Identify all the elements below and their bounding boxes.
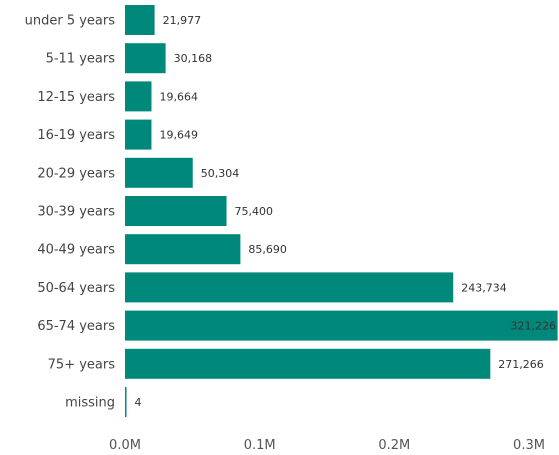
category-label-65-74-years: 65-74 years bbox=[37, 319, 115, 334]
category-label-missing: missing bbox=[65, 396, 115, 411]
value-label-missing: 4 bbox=[135, 396, 142, 409]
bar-5-11-years bbox=[125, 43, 166, 74]
bar-75-years bbox=[125, 348, 491, 379]
x-tick-label: 0.3M bbox=[513, 438, 545, 453]
value-label-65-74-years: 321,226 bbox=[511, 320, 557, 333]
bar-16-19-years bbox=[125, 119, 152, 150]
category-label-12-15-years: 12-15 years bbox=[37, 90, 115, 105]
x-axis-ticks: 0.0M 0.1M 0.2M 0.3M bbox=[109, 438, 545, 453]
category-label-under-5-years: under 5 years bbox=[25, 14, 116, 29]
value-label-30-39-years: 75,400 bbox=[235, 205, 274, 218]
value-label-16-19-years: 19,649 bbox=[159, 129, 198, 142]
value-label-50-64-years: 243,734 bbox=[461, 281, 507, 294]
value-label-40-49-years: 85,690 bbox=[248, 243, 287, 256]
category-label-40-49-years: 40-49 years bbox=[37, 243, 115, 258]
value-label-75-years: 271,266 bbox=[498, 358, 544, 371]
value-label-20-29-years: 50,304 bbox=[201, 167, 240, 180]
bar-30-39-years bbox=[125, 196, 227, 226]
bar-50-64-years bbox=[125, 272, 454, 303]
bar-65-74-years bbox=[125, 310, 558, 341]
value-labels: 21,977 30,168 19,664 19,649 50,304 75,400 85,6… bbox=[135, 14, 557, 409]
bar-12-15-years bbox=[125, 81, 152, 112]
value-label-under-5-years: 21,977 bbox=[163, 14, 202, 27]
bar-20-29-years bbox=[125, 157, 193, 188]
bar-40-49-years bbox=[125, 234, 241, 265]
category-label-30-39-years: 30-39 years bbox=[37, 205, 115, 220]
x-tick-label: 0.1M bbox=[244, 438, 276, 453]
bar-under-5-years bbox=[125, 5, 155, 35]
x-tick-label: 0.0M bbox=[109, 438, 141, 453]
category-label-5-11-years: 5-11 years bbox=[46, 52, 116, 67]
category-label-50-64-years: 50-64 years bbox=[37, 281, 115, 296]
value-label-5-11-years: 30,168 bbox=[174, 52, 213, 65]
category-labels: under 5 years 5-11 years 12-15 years 16-19 … bbox=[25, 14, 116, 411]
category-label-16-19-years: 16-19 years bbox=[37, 128, 115, 143]
value-label-12-15-years: 19,664 bbox=[159, 90, 198, 103]
x-tick-label: 0.2M bbox=[378, 438, 410, 453]
category-label-20-29-years: 20-29 years bbox=[37, 166, 115, 181]
category-label-75-years: 75+ years bbox=[48, 357, 116, 372]
bars-group bbox=[125, 5, 558, 417]
bar-missing bbox=[125, 387, 127, 417]
